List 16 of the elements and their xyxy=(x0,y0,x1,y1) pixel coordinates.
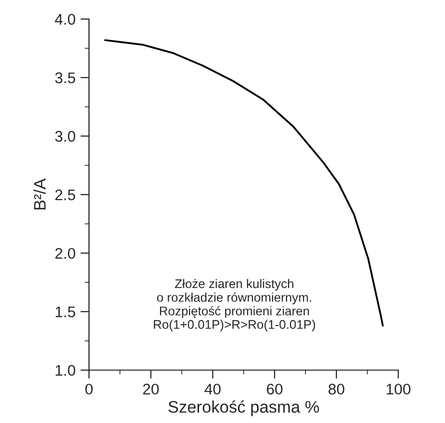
y-tick-label: 2.5 xyxy=(55,189,76,200)
x-tick-label: 0 xyxy=(85,384,93,395)
x-tick-label: 60 xyxy=(266,384,282,395)
y-tick-label: 4.0 xyxy=(54,14,76,25)
annotation: Złoże ziaren kulistych o rozkładzie równomiernym. Rozpiętość promieni ziaren Ro(1+0.01P)>R>Ro(1-0.01P) xyxy=(154,278,316,332)
y-axis-title: B²/A xyxy=(33,178,46,210)
y-tick-label: 2.0 xyxy=(55,248,76,259)
y-tick-label: 1.0 xyxy=(56,364,76,376)
x-tick-label: 20 xyxy=(143,384,159,395)
x-tick-label: 40 xyxy=(204,384,221,395)
y-tick-label: 3.0 xyxy=(55,130,76,142)
x-axis-title: Szerokość pasma % xyxy=(168,400,320,416)
x-tick-label: 80 xyxy=(328,384,344,395)
x-tick-label: 100 xyxy=(386,384,410,395)
y-tick-label: 3.5 xyxy=(55,72,76,84)
y-tick-label: 1.5 xyxy=(56,306,76,318)
